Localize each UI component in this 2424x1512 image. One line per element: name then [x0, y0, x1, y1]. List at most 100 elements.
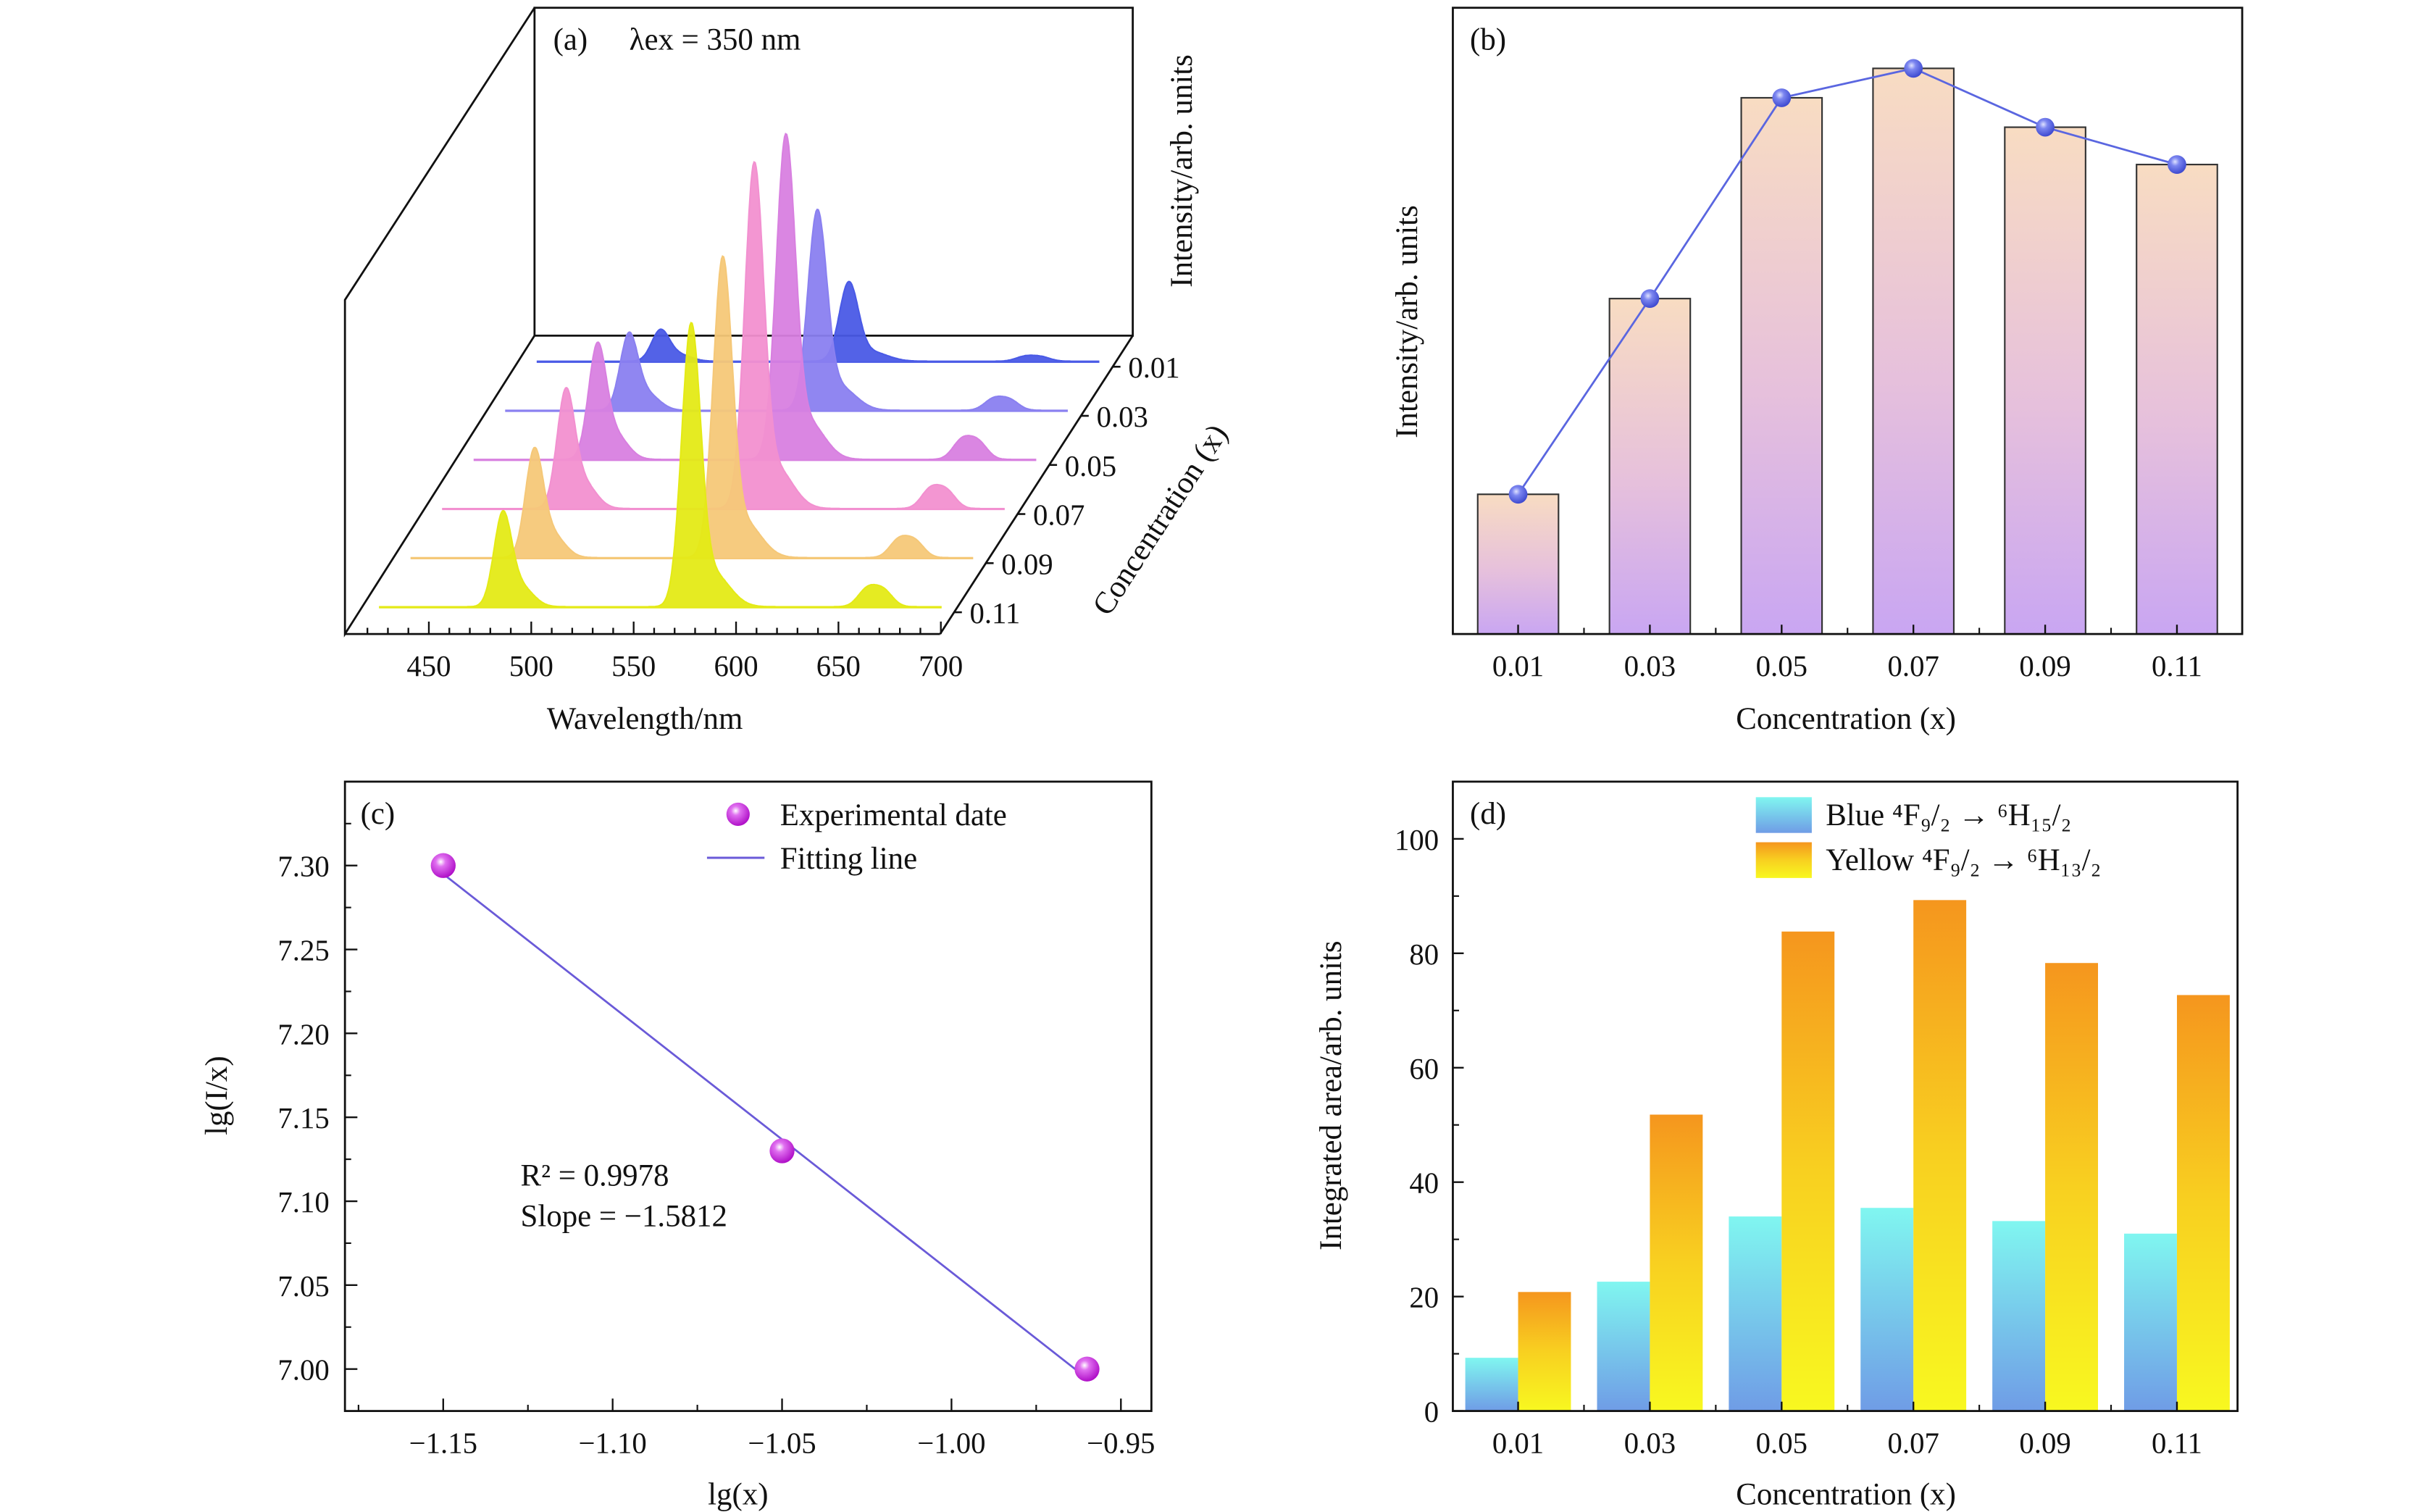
x-tick-label: 0.01	[1492, 650, 1544, 682]
bar-0.05	[1740, 96, 1823, 635]
blue-bar-0.03	[1597, 1282, 1650, 1411]
bar-0.09	[2004, 126, 2086, 635]
x-tick-label: 700	[919, 650, 963, 682]
x-tick-label: −1.05	[748, 1427, 816, 1459]
y-tick-label: 7.25	[277, 935, 329, 967]
x-tick-label: 0.11	[2152, 1427, 2202, 1459]
trend-line	[1517, 67, 2178, 496]
x-tick-label: 0.09	[2019, 1427, 2070, 1459]
x-tick-label: 0.09	[2019, 650, 2070, 682]
yellow-bar-0.01	[1518, 1292, 1571, 1411]
b-frame	[1452, 7, 2244, 635]
trend-point	[1508, 485, 1528, 504]
bar-0.01	[1476, 493, 1560, 635]
y-tick-label: 80	[1409, 938, 1439, 971]
panel-c-scatter: −1.15 −1.10 −1.05 −1.00 −0.95 7.00 7.05 7.10 7.1…	[200, 780, 1155, 1511]
x-tick-label: −0.95	[1087, 1427, 1155, 1459]
x-tick-label: 500	[509, 650, 553, 682]
yellow-bar-0.05	[1781, 931, 1835, 1411]
a-zlabel: Concentration (x)	[1086, 419, 1234, 622]
legend-yellow: Yellow ⁴F₉/₂ → ⁶H₁₃/₂	[1826, 843, 2101, 877]
y-tick-label: 40	[1409, 1167, 1439, 1200]
c-content: −1.15 −1.10 −1.05 −1.00 −0.95 7.00 7.05 7.10 7.1…	[277, 822, 1155, 1459]
x-tick-label: 650	[816, 650, 861, 682]
y-tick-label: 0	[1424, 1396, 1439, 1429]
x-tick-label: 0.05	[1756, 650, 1807, 682]
x-tick-label: 0.03	[1624, 650, 1676, 682]
z-tick-label: 0.01	[1128, 351, 1179, 384]
b-ylabel: Intensity/arb. units	[1390, 205, 1424, 438]
z-tick-label: 0.03	[1097, 401, 1148, 433]
z-tick-label: 0.07	[1033, 499, 1084, 532]
trend-point	[1640, 289, 1660, 309]
x-tick-label: 0.05	[1756, 1427, 1807, 1459]
y-tick-label: 7.00	[277, 1354, 329, 1387]
legend-yellow-swatch	[1755, 842, 1812, 878]
x-tick-label: −1.15	[409, 1427, 477, 1459]
trend-point	[2168, 155, 2186, 174]
z-tick-label: 0.11	[969, 597, 1020, 630]
blue-bar-0.07	[1860, 1208, 1914, 1411]
data-point	[769, 1138, 795, 1164]
y-tick-label: 7.10	[277, 1186, 329, 1219]
trend-point	[1772, 88, 1792, 107]
data-point	[430, 853, 456, 878]
x-tick-label: 0.01	[1492, 1427, 1544, 1459]
legend-sphere-marker	[726, 802, 750, 827]
y-tick-label: 7.20	[277, 1018, 329, 1051]
x-tick-label: 550	[611, 650, 656, 682]
panel-a-waterfall: 0.01 0.03 0.05 0.07 0.09 0.11 450 500 550 600 650 7…	[343, 7, 1234, 736]
r-squared-annotation: R² = 0.9978	[521, 1159, 669, 1193]
x-tick-label: 0.07	[1888, 650, 1939, 682]
yellow-bar-0.09	[2045, 963, 2099, 1411]
blue-bar-0.11	[2124, 1233, 2177, 1411]
spectra-group	[379, 133, 1100, 609]
a-xlabel: Wavelength/nm	[547, 702, 743, 736]
z-tick-label: 0.05	[1065, 450, 1116, 483]
panel-d-label: (d)	[1470, 797, 1506, 831]
x-tick-label: −1.00	[917, 1427, 985, 1459]
c-ylabel: lg(I/x)	[200, 1056, 234, 1135]
blue-bar-0.05	[1729, 1216, 1782, 1411]
slope-annotation: Slope = −1.5812	[521, 1199, 727, 1233]
a-ticks: 0.01 0.03 0.05 0.07 0.09 0.11 450 500 550 600 650 7…	[366, 351, 1180, 682]
y-tick-label: 7.30	[277, 851, 329, 883]
panel-b-bar-line: 0.01 0.03 0.05 0.07 0.09 0.11 (b) Concentrati…	[1390, 7, 2244, 736]
y-tick-label: 60	[1409, 1053, 1439, 1085]
c-xlabel: lg(x)	[708, 1477, 768, 1511]
panel-d-grouped-bar: 0.01 0.03 0.05 0.07 0.09 0.11 0 20 40 60 80 100 (d)…	[1314, 780, 2239, 1511]
fitting-line	[442, 873, 1084, 1377]
bar-0.03	[1608, 298, 1692, 635]
d-xlabel: Concentration (x)	[1736, 1477, 1956, 1511]
x-tick-label: 0.07	[1888, 1427, 1939, 1459]
bar-0.11	[2136, 164, 2218, 635]
yellow-bar-0.03	[1650, 1114, 1703, 1411]
concentration-axis	[939, 335, 1134, 635]
d-frame	[1452, 780, 2239, 1412]
x-tick-label: 450	[406, 650, 451, 682]
y-tick-label: 20	[1409, 1282, 1439, 1314]
b-bars: 0.01 0.03 0.05 0.07 0.09 0.11	[1476, 59, 2218, 682]
z-tick-label: 0.09	[1001, 548, 1053, 580]
spectrum-0.11	[379, 322, 942, 609]
c-frame	[343, 780, 1153, 1412]
panel-a-excitation: λex = 350 nm	[630, 23, 801, 57]
a-ylabel: Intensity/arb. units	[1165, 54, 1199, 288]
blue-bar-0.09	[1992, 1221, 2046, 1411]
y-tick-label: 100	[1395, 824, 1439, 856]
trend-point	[2036, 117, 2055, 137]
d-ylabel: Integrated area/arb. units	[1314, 940, 1348, 1250]
panel-c-label: (c)	[361, 797, 396, 831]
legend-blue-swatch	[1755, 797, 1812, 833]
panel-a-label: (a)	[553, 23, 588, 57]
x-tick-label: −1.10	[579, 1427, 647, 1459]
legend-blue: Blue ⁴F₉/₂ → ⁶H₁₅/₂	[1826, 798, 2071, 832]
y-tick-label: 7.05	[277, 1270, 329, 1303]
x-tick-label: 600	[714, 650, 758, 682]
left-wall	[343, 7, 536, 638]
legend-fitting: Fitting line	[780, 842, 917, 876]
yellow-bar-0.11	[2176, 995, 2230, 1411]
yellow-bar-0.07	[1913, 900, 1967, 1411]
trend-point	[1904, 59, 1923, 78]
